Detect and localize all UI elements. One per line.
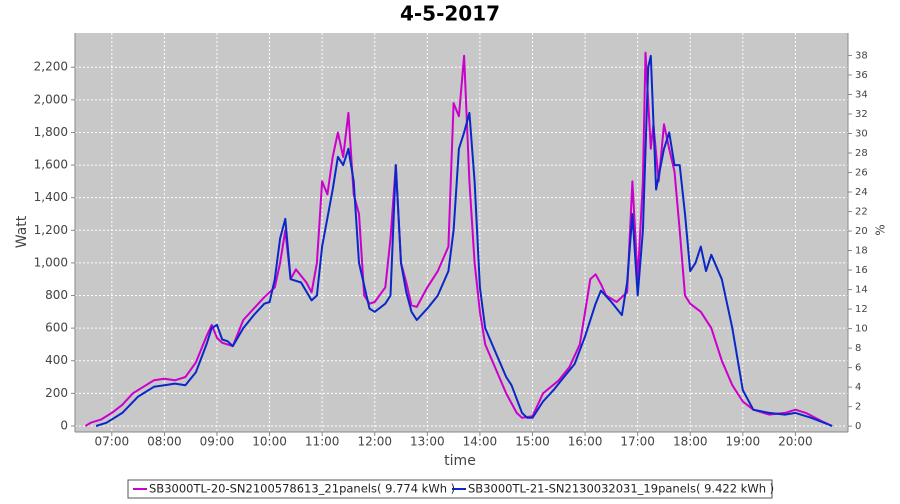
x-tick-label: 18:00	[673, 435, 708, 449]
y2-tick-label: 14	[855, 285, 868, 296]
y-tick-label: 600	[45, 321, 68, 335]
y2-tick-label: 38	[855, 50, 868, 61]
y2-tick-label: 20	[855, 226, 868, 237]
y2-tick-label: 6	[855, 363, 861, 374]
series-line	[95, 54, 833, 427]
x-tick-label: 12:00	[357, 435, 392, 449]
x-tick-label: 10:00	[252, 435, 287, 449]
x-tick-label: 13:00	[410, 435, 445, 449]
y-tick-label: 400	[45, 353, 68, 367]
y2-tick-label: 10	[855, 324, 868, 335]
y-tick-label: 1,000	[34, 255, 68, 269]
y2-tick-label: 4	[855, 382, 861, 393]
legend-label: SB3000TL-21-SN2130032031_19panels( 9.422…	[468, 482, 774, 496]
y2-tick-label: 36	[855, 70, 868, 81]
x-tick-label: 09:00	[200, 435, 235, 449]
y2-tick-label: 26	[855, 168, 868, 179]
y2-tick-label: 30	[855, 128, 868, 139]
legend	[127, 479, 773, 499]
y-tick-label: 0	[60, 418, 68, 432]
y-tick-label: 800	[45, 288, 68, 302]
y-tick-label: 200	[45, 386, 68, 400]
y2-tick-label: 2	[855, 402, 861, 413]
y2-tick-label: 24	[855, 187, 868, 198]
x-tick-label: 19:00	[726, 435, 761, 449]
legend-label: SB3000TL-20-SN2100578613_21panels( 9.774…	[149, 482, 455, 496]
y-tick-label: 1,600	[34, 158, 68, 172]
y-tick-label: 2,200	[34, 60, 68, 74]
x-tick-label: 16:00	[568, 435, 603, 449]
x-tick-label: 08:00	[147, 435, 182, 449]
y-tick-label: 1,400	[34, 190, 68, 204]
x-tick-label: 11:00	[305, 435, 340, 449]
x-tick-label: 15:00	[515, 435, 550, 449]
y2-tick-label: 34	[855, 89, 868, 100]
y-axis-label: Watt	[14, 215, 30, 248]
x-tick-label: 14:00	[463, 435, 498, 449]
y2-tick-label: 32	[855, 109, 868, 120]
x-tick-label: 17:00	[620, 435, 655, 449]
y2-tick-label: 12	[855, 304, 868, 315]
x-tick-label: 07:00	[95, 435, 130, 449]
y2-tick-label: 18	[855, 246, 868, 257]
y2-axis-label: %	[874, 224, 888, 235]
y2-tick-label: 28	[855, 148, 868, 159]
x-axis-label: time	[444, 453, 476, 469]
y2-tick-label: 16	[855, 265, 868, 276]
y2-tick-label: 8	[855, 343, 861, 354]
y2-tick-label: 22	[855, 207, 868, 218]
y-tick-label: 2,000	[34, 92, 68, 106]
y-tick-label: 1,200	[34, 223, 68, 237]
y2-tick-label: 0	[855, 421, 861, 432]
x-tick-label: 20:00	[778, 435, 813, 449]
y-tick-label: 1,800	[34, 125, 68, 139]
chart-title: 4-5-2017	[400, 2, 500, 26]
